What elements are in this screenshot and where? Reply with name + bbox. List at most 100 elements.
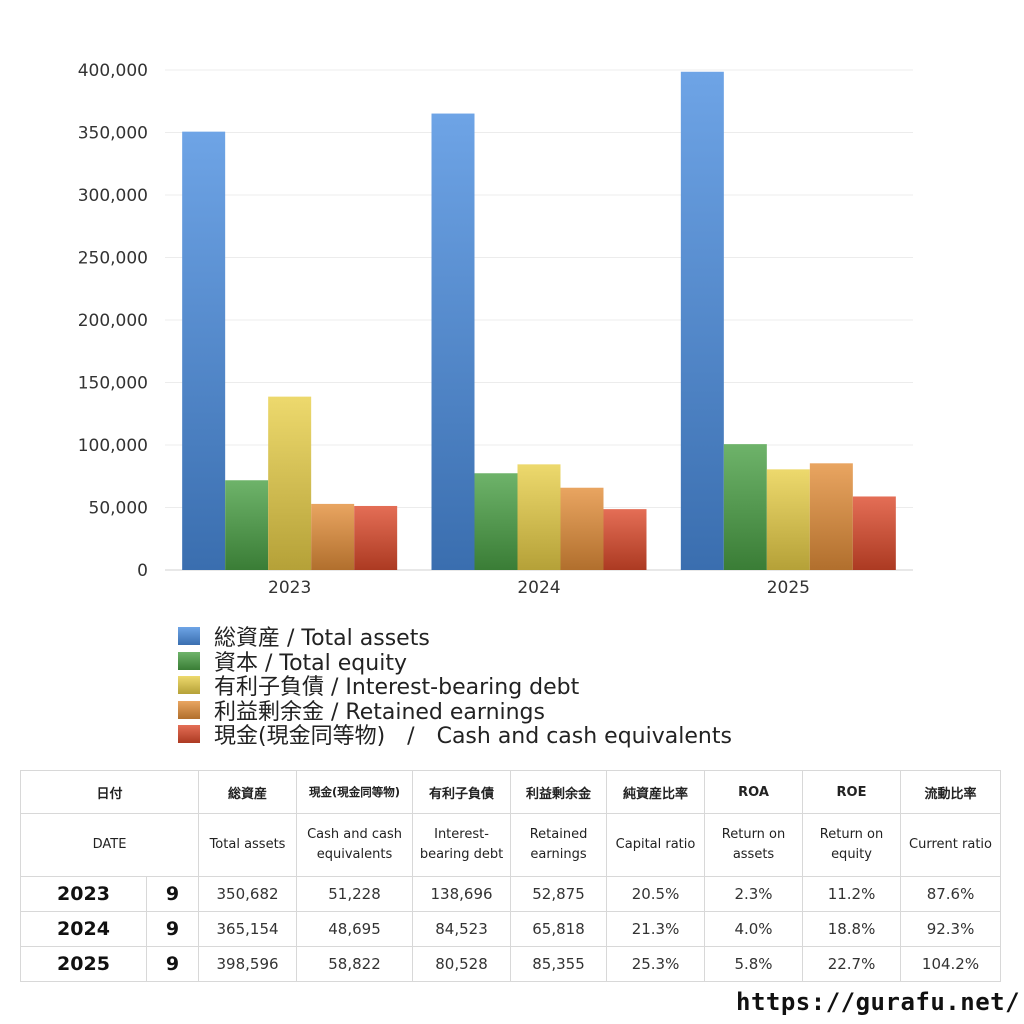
row-year: 2024 xyxy=(20,911,147,947)
cell-roa: 4.0% xyxy=(704,911,804,947)
y-tick-label: 350,000 xyxy=(78,124,148,144)
bar-chart: 0 50,000 100,000 150,000 200,000 250,000 300,0… xyxy=(78,61,913,598)
legend-label: 有利子負債 / Interest-bearing debt xyxy=(214,675,580,701)
th-current-ratio-en: Current ratio xyxy=(900,813,1002,877)
y-tick-label: 300,000 xyxy=(78,186,148,206)
cell-total-assets: 350,682 xyxy=(198,876,298,912)
cell-current-ratio: 92.3% xyxy=(900,911,1002,947)
legend: 総資産 / Total assets 資本 / Total equity 有利子… xyxy=(178,624,732,749)
th-current-ratio-jp: 流動比率 xyxy=(900,770,1002,814)
legend-item-total-assets: 総資産 / Total assets xyxy=(178,624,732,651)
legend-swatch xyxy=(178,627,200,646)
row-year: 2023 xyxy=(20,876,147,912)
cell-roa: 5.8% xyxy=(704,946,804,982)
cell-total-assets: 365,154 xyxy=(198,911,298,947)
cell-cash: 58,822 xyxy=(296,946,414,982)
th-retained-en: Retained earnings xyxy=(510,813,608,877)
legend-swatch xyxy=(178,651,200,670)
y-tick-label: 100,000 xyxy=(78,436,148,456)
th-capital-ratio-jp: 純資産比率 xyxy=(606,770,706,814)
th-roa-en: Return on assets xyxy=(704,813,804,877)
bar-2024-series-4 xyxy=(603,509,647,570)
bar-2023-series-3 xyxy=(311,503,355,570)
table-header-jp: 日付 総資産 現金(現金同等物) 有利子負債 利益剰余金 純資産比率 ROA R… xyxy=(19,770,1002,814)
bar-2023-series-0 xyxy=(182,131,226,570)
row-month: 9 xyxy=(145,946,200,982)
cell-retained: 65,818 xyxy=(510,911,608,947)
cell-roe: 18.8% xyxy=(802,911,902,947)
x-axis-categories: 2023 2024 2025 xyxy=(268,578,810,598)
th-roa-jp: ROA xyxy=(704,770,804,814)
cell-capital-ratio: 25.3% xyxy=(606,946,706,982)
legend-swatch xyxy=(178,676,200,695)
legend-swatch xyxy=(178,725,200,744)
y-axis-ticks: 0 50,000 100,000 150,000 200,000 250,000 300,0… xyxy=(78,61,148,581)
bar-2025-series-1 xyxy=(723,444,767,570)
cell-retained: 85,355 xyxy=(510,946,608,982)
cell-roe: 11.2% xyxy=(802,876,902,912)
legend-item-retained-earnings: 利益剰余金 / Retained earnings xyxy=(178,698,732,725)
legend-label: 総資産 / Total assets xyxy=(214,626,430,652)
table-row: 2025 9 398,596 58,822 80,528 85,355 25.3… xyxy=(20,946,1002,982)
bar-2024-series-1 xyxy=(474,473,518,570)
cell-retained: 52,875 xyxy=(510,876,608,912)
th-capital-ratio-en: Capital ratio xyxy=(606,813,706,877)
th-retained-jp: 利益剰余金 xyxy=(510,770,608,814)
bar-2023-series-4 xyxy=(354,505,398,570)
th-debt-en: Interest-bearing debt xyxy=(412,813,512,877)
legend-swatch xyxy=(178,700,200,719)
th-date-jp: 日付 xyxy=(19,770,200,814)
x-category-label: 2024 xyxy=(517,578,560,598)
bar-2023-series-1 xyxy=(225,480,269,570)
bar-2024-series-3 xyxy=(560,487,604,570)
legend-label: 資本 / Total equity xyxy=(214,650,407,676)
legend-item-interest-bearing-debt: 有利子負債 / Interest-bearing debt xyxy=(178,673,732,700)
cell-capital-ratio: 21.3% xyxy=(606,911,706,947)
th-roe-jp: ROE xyxy=(802,770,902,814)
y-tick-label: 150,000 xyxy=(78,374,148,394)
site-url: https://gurafu.net/ xyxy=(736,988,1021,1016)
table-row: 2024 9 365,154 48,695 84,523 65,818 21.3… xyxy=(20,911,1002,947)
legend-item-total-equity: 資本 / Total equity xyxy=(178,649,732,676)
y-tick-label: 400,000 xyxy=(78,61,148,81)
table-header-en: DATE Total assets Cash and cash equivale… xyxy=(19,813,1002,877)
cell-capital-ratio: 20.5% xyxy=(606,876,706,912)
cell-debt: 138,696 xyxy=(412,876,512,912)
th-cash-jp: 現金(現金同等物) xyxy=(296,770,414,814)
financial-table: 日付 総資産 現金(現金同等物) 有利子負債 利益剰余金 純資産比率 ROA R… xyxy=(19,770,1002,982)
y-tick-label: 0 xyxy=(137,561,148,581)
legend-item-cash: 現金(現金同等物) / Cash and cash equivalents xyxy=(178,722,732,749)
th-debt-jp: 有利子負債 xyxy=(412,770,512,814)
cell-total-assets: 398,596 xyxy=(198,946,298,982)
y-tick-label: 250,000 xyxy=(78,249,148,269)
bar-2023-series-2 xyxy=(268,396,312,570)
cell-debt: 80,528 xyxy=(412,946,512,982)
cell-roa: 2.3% xyxy=(704,876,804,912)
cell-cash: 48,695 xyxy=(296,911,414,947)
cell-cash: 51,228 xyxy=(296,876,414,912)
legend-label: 現金(現金同等物) / Cash and cash equivalents xyxy=(214,724,732,750)
cell-debt: 84,523 xyxy=(412,911,512,947)
th-cash-en: Cash and cash equivalents xyxy=(296,813,414,877)
bar-2025-series-0 xyxy=(680,71,724,570)
table-row: 2023 9 350,682 51,228 138,696 52,875 20.… xyxy=(20,876,1002,912)
cell-current-ratio: 104.2% xyxy=(900,946,1002,982)
row-month: 9 xyxy=(145,876,200,912)
legend-label: 利益剰余金 / Retained earnings xyxy=(214,699,545,725)
row-month: 9 xyxy=(145,911,200,947)
row-year: 2025 xyxy=(20,946,147,982)
th-roe-en: Return on equity xyxy=(802,813,902,877)
th-total-assets-en: Total assets xyxy=(198,813,298,877)
y-tick-label: 200,000 xyxy=(78,311,148,331)
bar-2024-series-0 xyxy=(431,113,475,571)
bar-2025-series-4 xyxy=(852,496,896,570)
cell-roe: 22.7% xyxy=(802,946,902,982)
bars xyxy=(182,71,896,571)
th-date-en: DATE xyxy=(19,813,200,877)
bar-2025-series-2 xyxy=(766,469,810,570)
x-category-label: 2025 xyxy=(767,578,810,598)
cell-current-ratio: 87.6% xyxy=(900,876,1002,912)
y-tick-label: 50,000 xyxy=(89,499,148,519)
th-total-assets-jp: 総資産 xyxy=(198,770,298,814)
bar-2024-series-2 xyxy=(517,464,561,570)
